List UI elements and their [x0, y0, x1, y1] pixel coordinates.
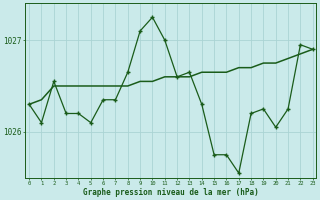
X-axis label: Graphe pression niveau de la mer (hPa): Graphe pression niveau de la mer (hPa) [83, 188, 259, 197]
